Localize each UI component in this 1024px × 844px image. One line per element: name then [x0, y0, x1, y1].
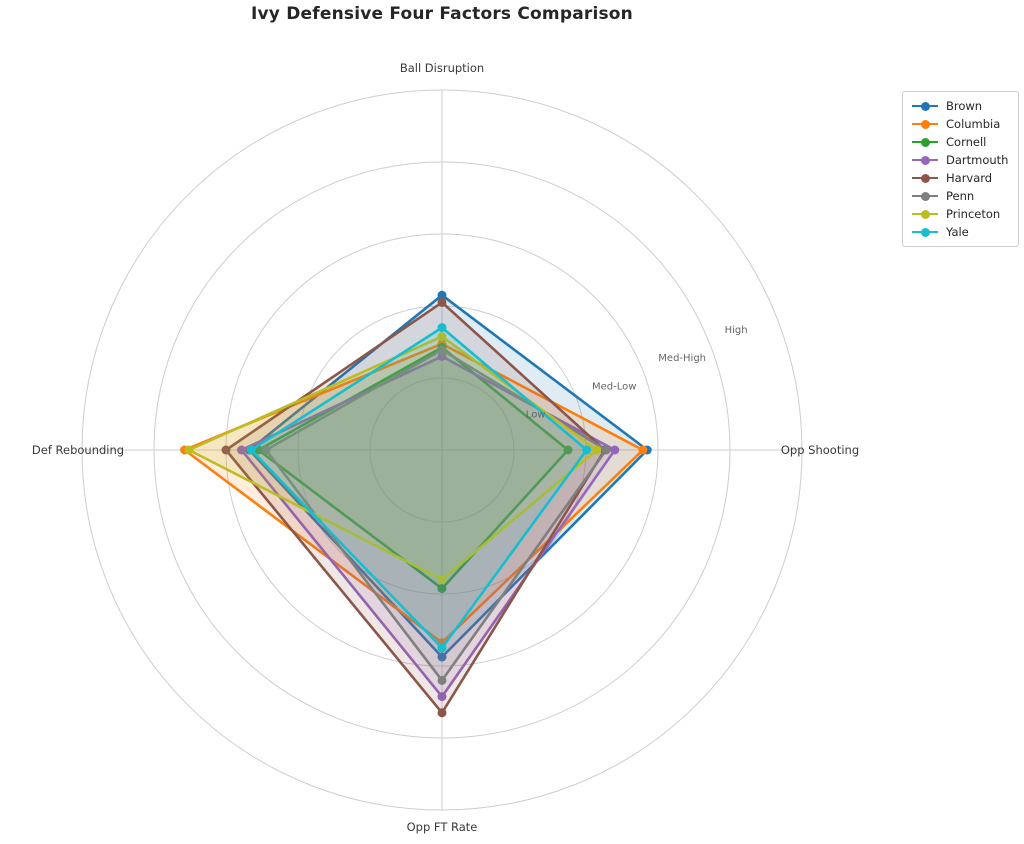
legend-label: Yale	[946, 225, 969, 239]
data-point-cornell	[437, 584, 447, 594]
data-point-dartmouth	[237, 445, 246, 455]
data-point-penn	[437, 345, 447, 355]
radial-tick-label: Med-Low	[592, 381, 636, 392]
legend: Brown Columbia Cornell Dartmouth Harvard Penn…	[902, 91, 1020, 247]
data-point-penn	[601, 445, 611, 455]
data-point-penn	[437, 675, 447, 685]
category-label-opp-shooting: Opp Shooting	[781, 443, 859, 457]
data-point-princeton	[184, 445, 194, 455]
data-point-harvard	[437, 297, 447, 307]
chart-title: Ivy Defensive Four Factors Comparison	[251, 4, 633, 24]
data-point-brown	[437, 290, 447, 300]
data-point-cornell	[563, 445, 573, 455]
legend-label: Dartmouth	[946, 153, 1009, 167]
legend-series-marker-icon	[912, 155, 938, 165]
category-label-opp-ft-rate: Opp FT Rate	[407, 820, 478, 834]
legend-item-penn: Penn	[912, 189, 1008, 203]
legend-item-brown: Brown	[912, 99, 1008, 113]
legend-item-princeton: Princeton	[912, 207, 1008, 221]
legend-label: Princeton	[946, 207, 1001, 221]
radial-tick-label: Low	[526, 409, 546, 420]
data-point-yale	[437, 643, 447, 653]
data-point-penn	[261, 445, 271, 455]
data-point-harvard	[221, 445, 231, 455]
legend-label: Brown	[946, 99, 983, 113]
legend-item-harvard: Harvard	[912, 171, 1008, 185]
radial-tick-label: High	[725, 325, 748, 336]
legend-series-marker-icon	[912, 227, 938, 237]
data-point-yale	[437, 323, 447, 333]
data-point-yale	[246, 445, 256, 455]
category-label-def-rebounding: Def Rebounding	[32, 443, 124, 457]
data-point-princeton	[437, 332, 447, 342]
data-point-yale	[582, 445, 592, 455]
data-point-harvard	[437, 708, 447, 718]
data-point-dartmouth	[610, 445, 620, 455]
data-point-princeton	[592, 445, 602, 455]
legend-series-marker-icon	[912, 119, 938, 129]
legend-item-yale: Yale	[912, 225, 1008, 239]
legend-series-marker-icon	[912, 173, 938, 183]
legend-item-dartmouth: Dartmouth	[912, 153, 1008, 167]
data-point-dartmouth	[437, 351, 447, 361]
legend-series-marker-icon	[912, 101, 938, 111]
legend-label: Cornell	[946, 135, 987, 149]
legend-series-marker-icon	[912, 137, 938, 147]
category-label-ball-disruption: Ball Disruption	[400, 61, 484, 75]
legend-series-marker-icon	[912, 191, 938, 201]
data-point-dartmouth	[437, 692, 447, 702]
legend-label: Columbia	[946, 117, 1001, 131]
legend-label: Penn	[946, 189, 975, 203]
legend-series-marker-icon	[912, 209, 938, 219]
data-point-columbia	[638, 445, 648, 455]
data-point-brown	[437, 652, 447, 662]
radial-tick-label: Med-High	[658, 353, 706, 364]
data-point-princeton	[437, 575, 447, 585]
legend-item-columbia: Columbia	[912, 117, 1008, 131]
legend-item-cornell: Cornell	[912, 135, 1008, 149]
legend-label: Harvard	[946, 171, 993, 185]
